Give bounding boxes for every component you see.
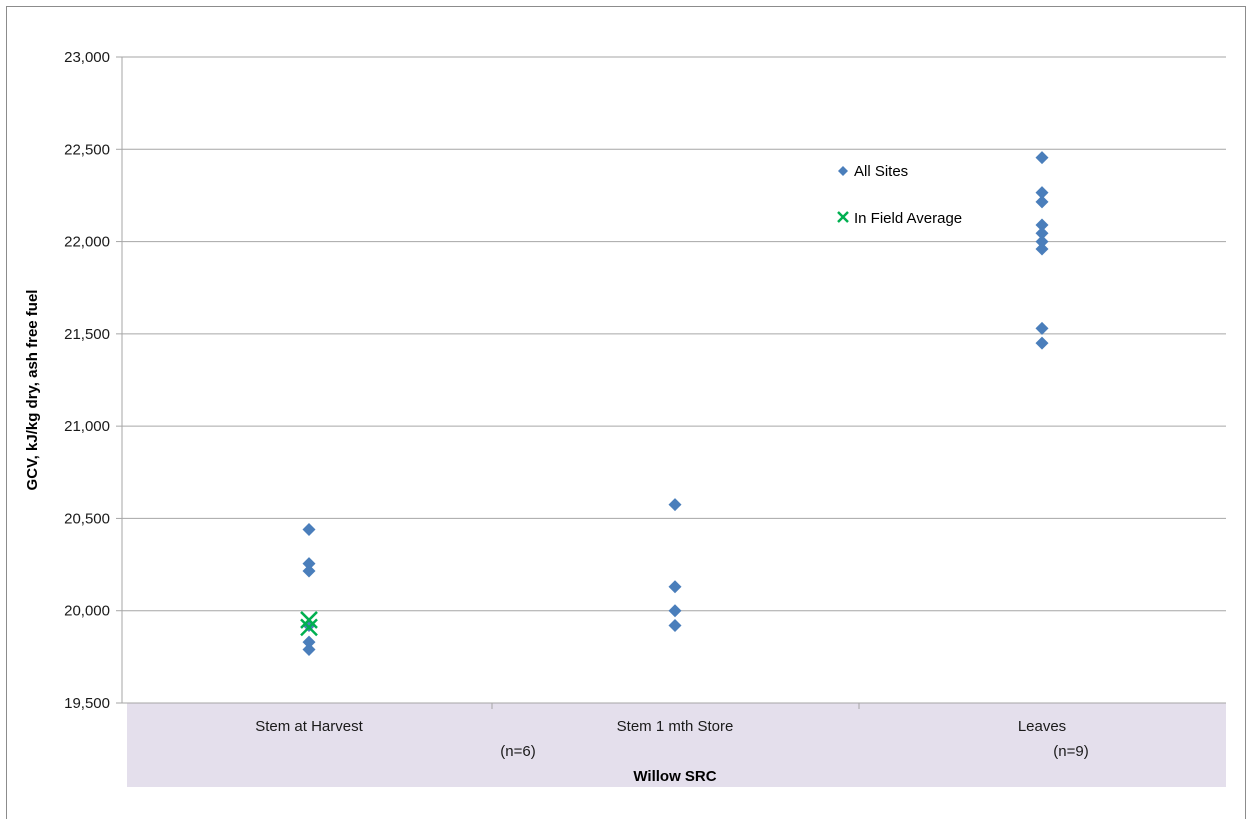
data-point-all-sites xyxy=(1035,226,1049,240)
x-tick-label: Stem at Harvest xyxy=(255,718,363,735)
x-tick-label: Leaves xyxy=(1018,718,1066,735)
data-point-all-sites xyxy=(1035,218,1049,232)
chart-frame xyxy=(6,6,1246,819)
data-point-all-sites xyxy=(302,642,316,656)
y-tick-label: 20,500 xyxy=(64,510,110,527)
legend-x-glyph xyxy=(837,211,849,223)
x-stroke xyxy=(837,211,849,223)
data-point-all-sites xyxy=(668,498,682,512)
y-tick-label: 19,500 xyxy=(64,695,110,712)
data-point-all-sites xyxy=(1035,336,1049,350)
data-point-in-field-average xyxy=(300,618,318,637)
x-stroke xyxy=(300,618,318,637)
data-point-all-sites xyxy=(1035,151,1049,165)
x-axis: Stem at Harvest Stem 1 mth Store Leaves (n=… xyxy=(255,703,1089,760)
data-point-all-sites xyxy=(302,557,316,571)
y-tick-label: 22,000 xyxy=(64,234,110,251)
legend-label: All Sites xyxy=(854,163,908,180)
data-point-all-sites xyxy=(302,564,316,578)
y-tick-label: 20,000 xyxy=(64,603,110,620)
data-point-all-sites xyxy=(1035,195,1049,209)
data-point-all-sites xyxy=(1035,242,1049,256)
legend: All Sites In Field Average xyxy=(837,163,962,227)
legend-item-all-sites: All Sites xyxy=(838,163,908,180)
y-axis: 19,500 20,000 20,500 21,000 21,500 22,000 22,5… xyxy=(64,49,123,712)
y-axis-title: GCV, kJ/kg dry, ash free fuel xyxy=(24,290,41,491)
legend-marker-x xyxy=(837,211,849,223)
x-axis-title: Willow SRC xyxy=(633,768,716,785)
legend-marker-diamond xyxy=(838,166,848,176)
y-tick-label: 21,500 xyxy=(64,326,110,343)
x-stroke xyxy=(300,611,318,629)
data-point-all-sites xyxy=(1035,186,1049,200)
data-point-all-sites xyxy=(302,523,316,537)
x-category-note: (n=6) xyxy=(500,743,535,760)
legend-item-in-field-average: In Field Average xyxy=(837,210,962,227)
y-tick-label: 21,000 xyxy=(64,418,110,435)
data-point-all-sites xyxy=(1035,235,1049,249)
x-category-note: (n=9) xyxy=(1053,743,1088,760)
data-point-in-field-average xyxy=(300,611,318,629)
data-point-all-sites xyxy=(668,580,682,594)
y-tick-label: 23,000 xyxy=(64,49,110,66)
data-point-all-sites xyxy=(1035,321,1049,335)
data-point-all-sites xyxy=(668,604,682,618)
category-axis-band xyxy=(127,703,1226,787)
data-points xyxy=(300,151,1049,656)
legend-label: In Field Average xyxy=(854,210,962,227)
x-tick-label: Stem 1 mth Store xyxy=(617,718,734,735)
data-point-all-sites xyxy=(668,618,682,632)
data-point-all-sites xyxy=(302,635,316,649)
y-tick-label: 22,500 xyxy=(64,141,110,158)
